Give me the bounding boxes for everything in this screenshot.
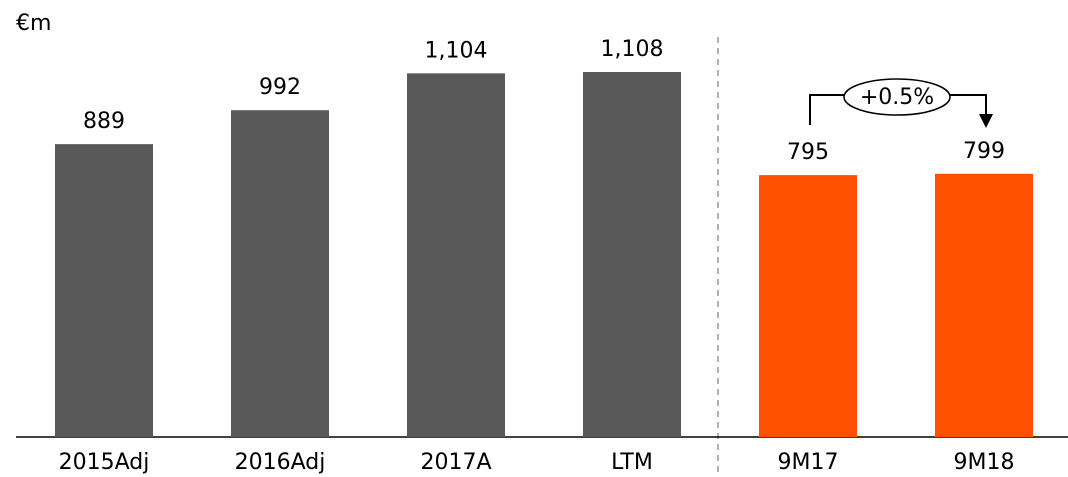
annotation-bubble [843,78,951,116]
value-label: 1,104 [425,38,488,63]
value-label: 1,108 [601,37,664,62]
bar [935,173,1033,438]
x-tick-label: 9M17 [778,450,839,475]
unit-label: €m [16,11,51,36]
value-label: 799 [963,139,1005,164]
bar [407,73,505,437]
bar [583,72,681,437]
bar [55,144,153,438]
bar [759,175,857,438]
x-tick-label: 2017A [420,450,491,475]
bar [231,110,329,437]
value-label: 795 [787,140,829,165]
x-tick-label: 2016Adj [235,450,326,475]
arrowhead [979,114,993,128]
x-tick-label: 2015Adj [59,450,150,475]
x-tick-label: LTM [611,450,653,475]
annotation: +0.5% [860,85,934,110]
value-label: 992 [259,75,301,100]
value-label: 889 [83,109,125,134]
x-tick-label: 9M18 [954,450,1015,475]
change-bracket [809,94,987,125]
